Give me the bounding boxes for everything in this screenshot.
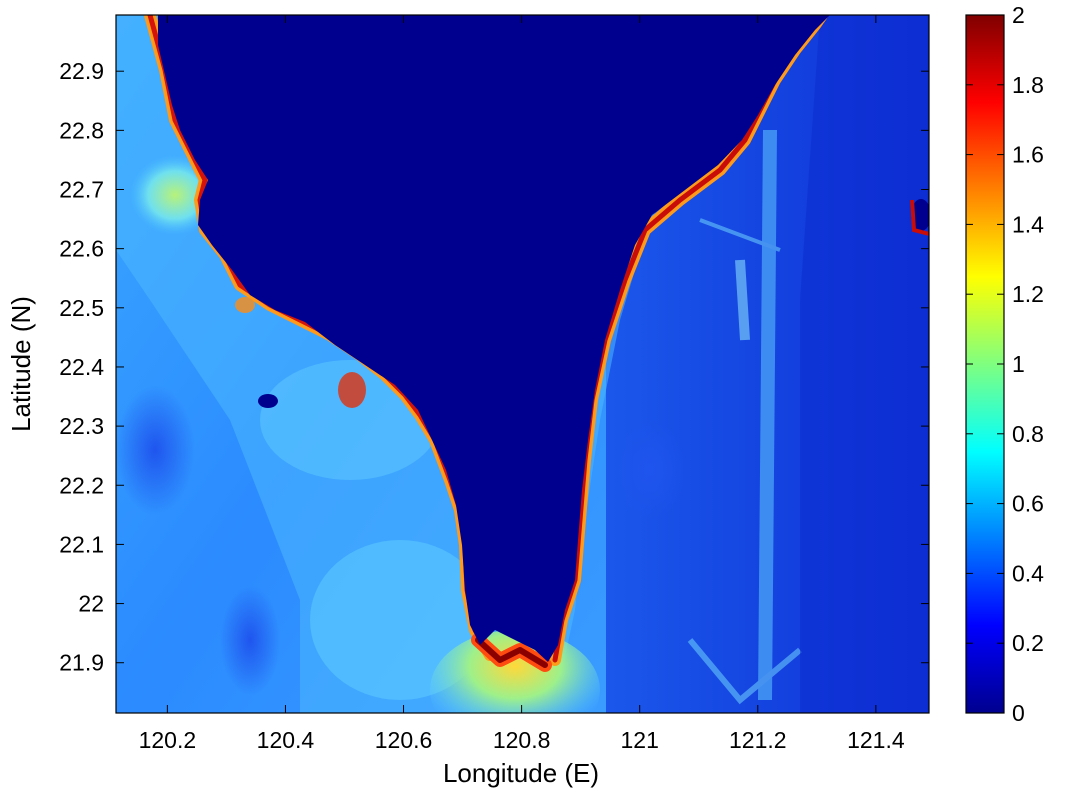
x-tick-label: 121 [621,727,659,753]
y-axis: 22.9 22.8 22.7 22.6 22.5 22.4 22.3 22.2 22.1 22 21… [59,58,929,676]
y-tick-label: 22.1 [59,531,104,557]
x-tick-label: 121.2 [729,727,787,753]
x-tick-label: 120.2 [139,727,197,753]
west-shelf-band [116,15,815,713]
colorbar: 2 1.8 1.6 1.4 1.2 1 0.8 0.6 0.4 0.2 0 [965,2,1044,726]
y-tick-label: 22.3 [59,413,104,439]
colorbar-tick-label: 0.8 [1012,421,1044,447]
y-axis-label: Latitude (N) [6,296,36,432]
map-plot [116,15,929,713]
x-axis: 120.2 120.4 120.6 120.8 121 121.2 121.4 [139,15,905,753]
island-green-rim [910,199,929,236]
plot-frame [115,14,930,714]
land-taiwan [158,15,830,662]
colorbar-tick-label: 0.2 [1012,630,1044,656]
y-tick-label: 22.5 [59,295,104,321]
east-deep-band [800,15,929,713]
y-tick-label: 22.8 [59,117,104,143]
colorbar-tick-label: 1.4 [1012,211,1044,237]
y-tick-label: 22.4 [59,354,104,380]
y-tick-label: 22.9 [59,58,104,84]
colorbar-tick-label: 1 [1012,351,1025,377]
island-liuqiu [258,394,278,408]
colorbar-tick-label: 0 [1012,700,1025,726]
x-tick-label: 121.4 [847,727,905,753]
dark-patch-west-1 [116,385,195,515]
x-axis-label: Longitude (E) [443,758,599,788]
east-streaks [687,129,802,705]
y-tick-label: 22 [78,591,104,617]
colorbar-tick-label: 1.8 [1012,72,1044,98]
y-tick-label: 22.2 [59,472,104,498]
colorbar-tick-label: 2 [1012,2,1025,28]
dark-patch-west-2 [220,585,280,695]
west-coast-hotspot [338,372,366,408]
y-tick-label: 22.7 [59,177,104,203]
colorbar-tick-label: 1.2 [1012,281,1044,307]
colorbar-tick-label: 0.6 [1012,491,1044,517]
x-tick-label: 120.6 [375,727,433,753]
west-coast-hotspot-2 [235,297,255,313]
colorbar-ticks: 2 1.8 1.6 1.4 1.2 1 0.8 0.6 0.4 0.2 0 [966,2,1044,726]
colorbar-tick-label: 0.4 [1012,560,1044,586]
x-tick-label: 120.4 [257,727,315,753]
colorbar-tick-label: 1.6 [1012,142,1044,168]
dark-patch-east-1 [615,420,685,520]
x-tick-label: 120.8 [493,727,551,753]
y-tick-label: 21.9 [59,650,104,676]
y-tick-label: 22.6 [59,236,104,262]
